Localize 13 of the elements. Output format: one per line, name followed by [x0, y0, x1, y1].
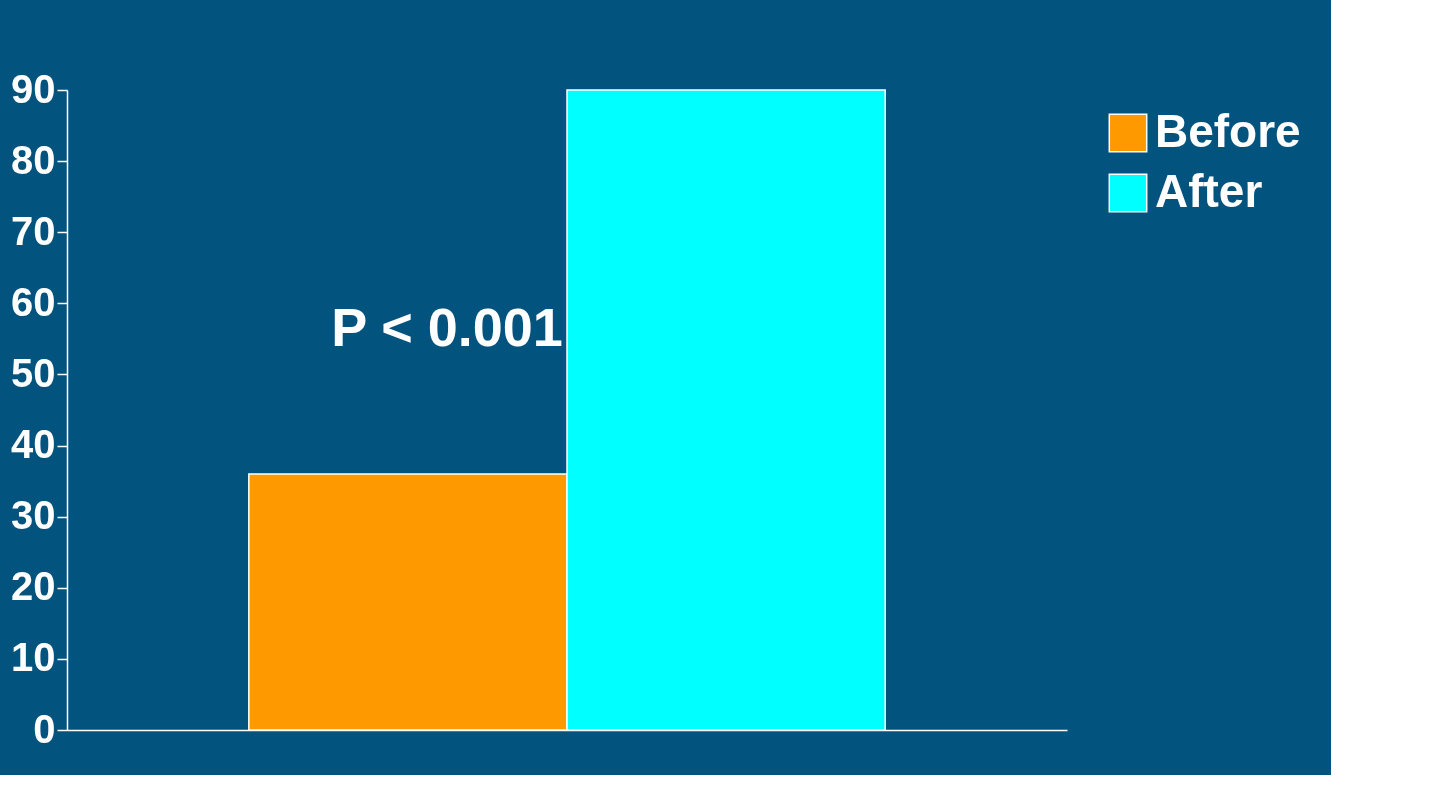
y-tick-label: 40 — [11, 422, 56, 467]
y-tick-label: 30 — [11, 493, 56, 538]
y-tick-label: 70 — [11, 208, 56, 253]
y-tick-label: 20 — [11, 564, 56, 609]
y-tick-label: 60 — [11, 279, 56, 324]
annotation: P < 0.001 — [331, 297, 563, 357]
y-tick-label: 0 — [33, 706, 56, 751]
y-tick-label: 50 — [11, 350, 56, 395]
y-tick-label: 90 — [11, 66, 56, 111]
legend-label: Before — [1155, 105, 1301, 157]
y-tick-label: 80 — [11, 137, 56, 182]
y-tick-label: 10 — [11, 635, 56, 680]
legend-label: After — [1155, 165, 1263, 217]
